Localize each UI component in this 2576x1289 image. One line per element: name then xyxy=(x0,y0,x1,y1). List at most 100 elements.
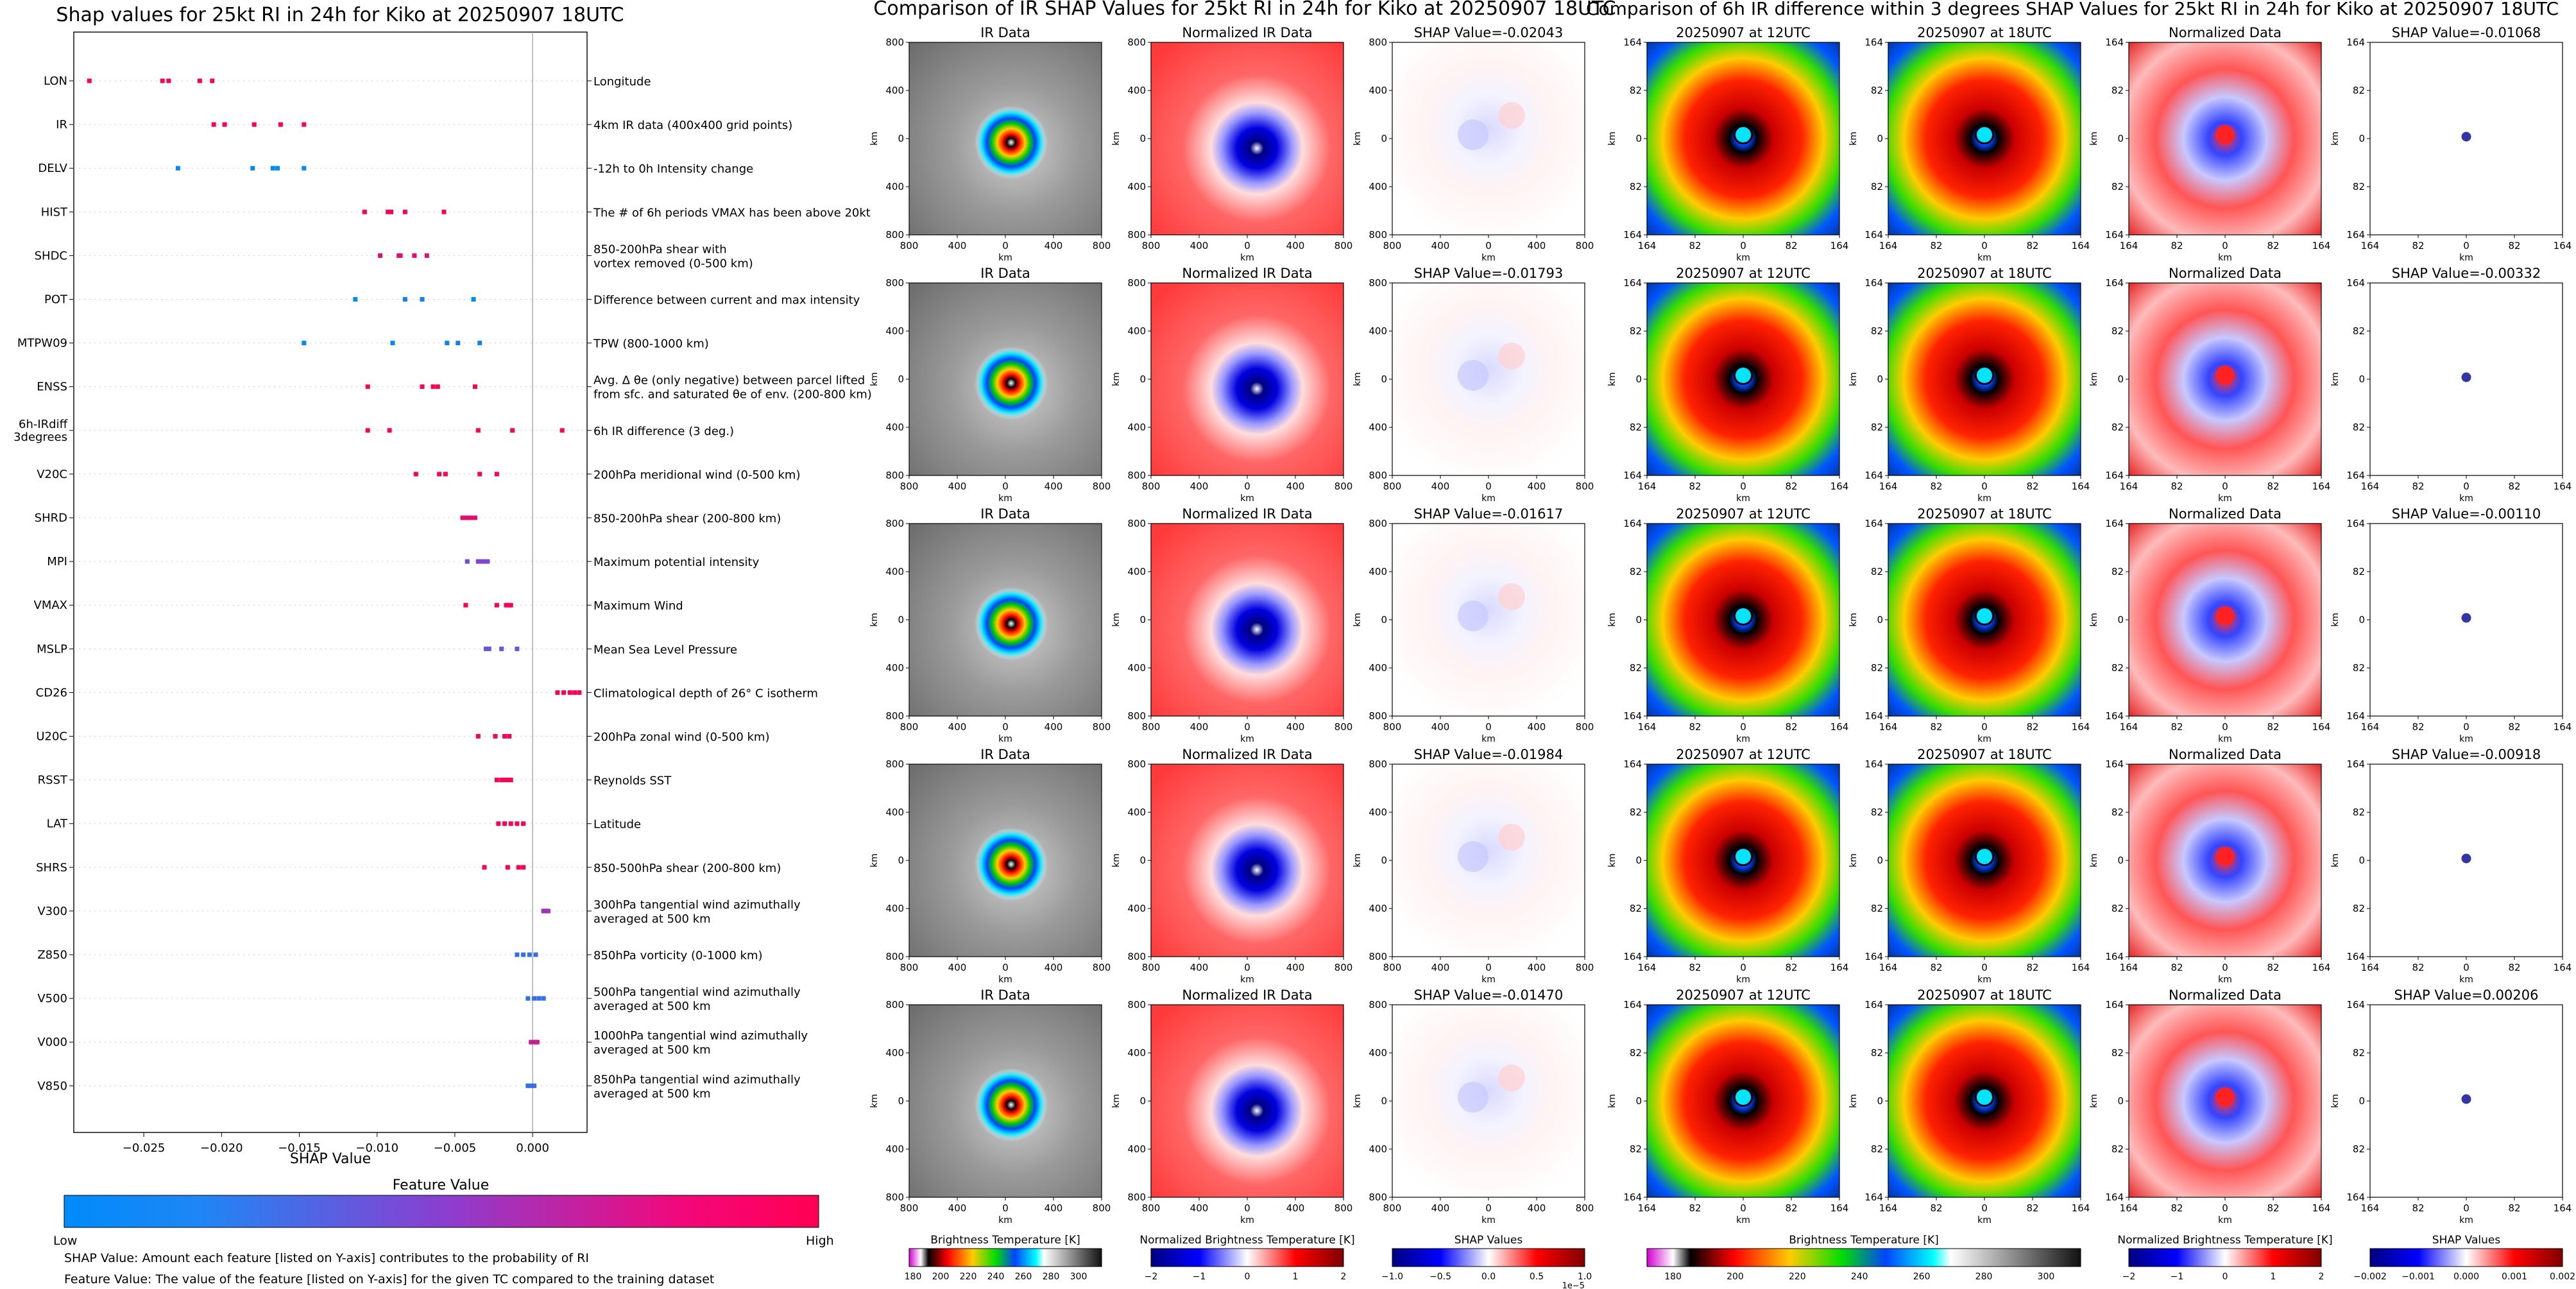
panel-y-tick-label: 164 xyxy=(1623,1191,1642,1203)
panel-x-tick-label: 400 xyxy=(1431,240,1450,252)
subplot-title: SHAP Value=-0.01470 xyxy=(1414,987,1564,1003)
panel-y-tick-label: 82 xyxy=(2111,807,2124,818)
panel-y-tick-label: 82 xyxy=(1871,85,1883,96)
colorbar-tick-label: 0 xyxy=(2222,1272,2228,1282)
panel-x-tick-label: 82 xyxy=(1930,240,1942,252)
ir-panel-title: Comparison of IR SHAP Values for 25kt RI… xyxy=(873,0,1616,20)
panel-x-tick-label: 800 xyxy=(1576,721,1594,733)
shap-point xyxy=(413,472,418,477)
panel-x-tick-label: 82 xyxy=(2412,721,2424,733)
panel-y-tick-label: 800 xyxy=(885,710,904,722)
panel-x-tick-label: 0 xyxy=(1485,1202,1492,1214)
subplot-title: IR Data xyxy=(980,506,1030,522)
shap-point xyxy=(533,952,538,957)
panel-x-tick-label: 800 xyxy=(1576,962,1594,973)
panel-x-tick-label: 164 xyxy=(2554,240,2572,252)
panel-y-tick-label: 164 xyxy=(2105,951,2124,962)
shap-negative-blob xyxy=(1458,360,1488,391)
panel-y-tick-label: 164 xyxy=(2346,277,2365,289)
colorbar-tick-label: 300 xyxy=(2038,1272,2055,1282)
shap-point xyxy=(470,515,475,520)
panel-y-tick-label: 0 xyxy=(1877,614,1883,626)
shap-point xyxy=(389,209,394,214)
panel-y-tick-label: 400 xyxy=(885,422,904,433)
panel-x-tick-label: 800 xyxy=(900,481,919,492)
panel-x-tick-label: 400 xyxy=(1286,240,1305,252)
colorbar-label: Brightness Temperature [K] xyxy=(1789,1234,1938,1247)
panel-y-axis-label: km xyxy=(869,372,880,386)
panel-x-tick-label: 800 xyxy=(900,1202,919,1214)
panel-x-tick-label: 800 xyxy=(1335,962,1353,973)
colorbar-tick-label: 280 xyxy=(1043,1272,1060,1282)
panel-x-tick-label: 82 xyxy=(2171,240,2183,252)
panel-x-tick-label: 800 xyxy=(1383,962,1402,973)
panel-x-tick-label: 82 xyxy=(1689,962,1701,973)
panel-x-tick-label: 164 xyxy=(2361,1202,2380,1214)
panel-x-tick-label: 82 xyxy=(2026,721,2038,733)
feature-name-label: LAT xyxy=(47,817,68,831)
panel-x-tick-label: 164 xyxy=(2072,721,2090,733)
panel-x-tick-label: 82 xyxy=(1689,240,1701,252)
storm-eye xyxy=(1975,606,1994,626)
panel-y-tick-label: 0 xyxy=(1877,373,1883,385)
panel-x-tick-label: 82 xyxy=(2267,240,2279,252)
feature-description-label: 850hPa tangential wind azimuthally averag… xyxy=(593,1073,801,1100)
panel-x-tick-label: 0 xyxy=(1981,721,1988,733)
panel-y-tick-label: 0 xyxy=(1877,133,1883,144)
panel-y-tick-label: 400 xyxy=(1127,903,1146,914)
storm-eye xyxy=(1975,1088,1994,1107)
shap-point xyxy=(252,122,257,127)
shap-negative-blob xyxy=(1458,841,1488,872)
feature-description-label: 4km IR data (400x400 grid points) xyxy=(593,119,792,132)
panel-y-axis-label: km xyxy=(1848,853,1859,867)
shap-point xyxy=(508,602,513,608)
panel-y-tick-label: 82 xyxy=(1871,422,1883,433)
ir-storm-core xyxy=(975,587,1048,660)
panel-y-tick-label: 400 xyxy=(885,85,904,96)
panel-y-axis-label: km xyxy=(1607,853,1617,867)
panel-x-tick-label: 0 xyxy=(2222,1202,2228,1214)
panel-y-axis-label: km xyxy=(1848,372,1859,386)
panel-x-tick-label: 0 xyxy=(1740,962,1746,973)
panel-x-tick-label: 800 xyxy=(1093,962,1111,973)
panel-y-tick-label: 164 xyxy=(2105,758,2124,770)
panel-y-tick-label: 800 xyxy=(885,470,904,481)
panel-x-tick-label: 800 xyxy=(1335,721,1353,733)
panel-x-tick-label: 0 xyxy=(2222,481,2228,492)
panel-x-axis-label: km xyxy=(998,975,1012,985)
panel-x-tick-label: 164 xyxy=(2072,962,2090,973)
shap-point xyxy=(431,384,436,389)
shap-point xyxy=(472,384,477,389)
feature-name-label: RSST xyxy=(38,774,68,787)
panel-x-tick-label: 82 xyxy=(2026,481,2038,492)
shap-point xyxy=(278,122,283,127)
panel-x-tick-label: 0 xyxy=(1740,240,1746,252)
shap-map-image xyxy=(1392,42,1585,235)
shap-point xyxy=(166,78,171,83)
colorbar-tick-label: 1 xyxy=(2271,1272,2276,1282)
panel-y-tick-label: 400 xyxy=(1127,566,1146,577)
panel-x-tick-label: 164 xyxy=(1638,721,1657,733)
panel-x-tick-label: 0 xyxy=(1740,1202,1746,1214)
panel-x-tick-label: 400 xyxy=(1045,1202,1063,1214)
panel-y-axis-label: km xyxy=(1848,1094,1859,1108)
panel-y-axis-label: km xyxy=(2330,132,2341,146)
panel-y-tick-label: 400 xyxy=(1369,807,1387,818)
panel-y-axis-label: km xyxy=(1848,613,1859,627)
panel-x-tick-label: 164 xyxy=(2120,1202,2138,1214)
panel-y-tick-label: 164 xyxy=(2105,470,2124,481)
shap-point xyxy=(472,515,477,520)
panel-x-tick-label: 0 xyxy=(1002,721,1009,733)
panel-x-tick-label: 400 xyxy=(1431,481,1450,492)
panel-y-axis-label: km xyxy=(1848,132,1859,146)
shap-point xyxy=(477,341,482,346)
shap-point xyxy=(443,472,448,477)
panel-x-tick-label: 82 xyxy=(2508,481,2520,492)
panel-x-tick-label: 164 xyxy=(2312,721,2331,733)
shap-positive-blob xyxy=(1498,343,1525,370)
